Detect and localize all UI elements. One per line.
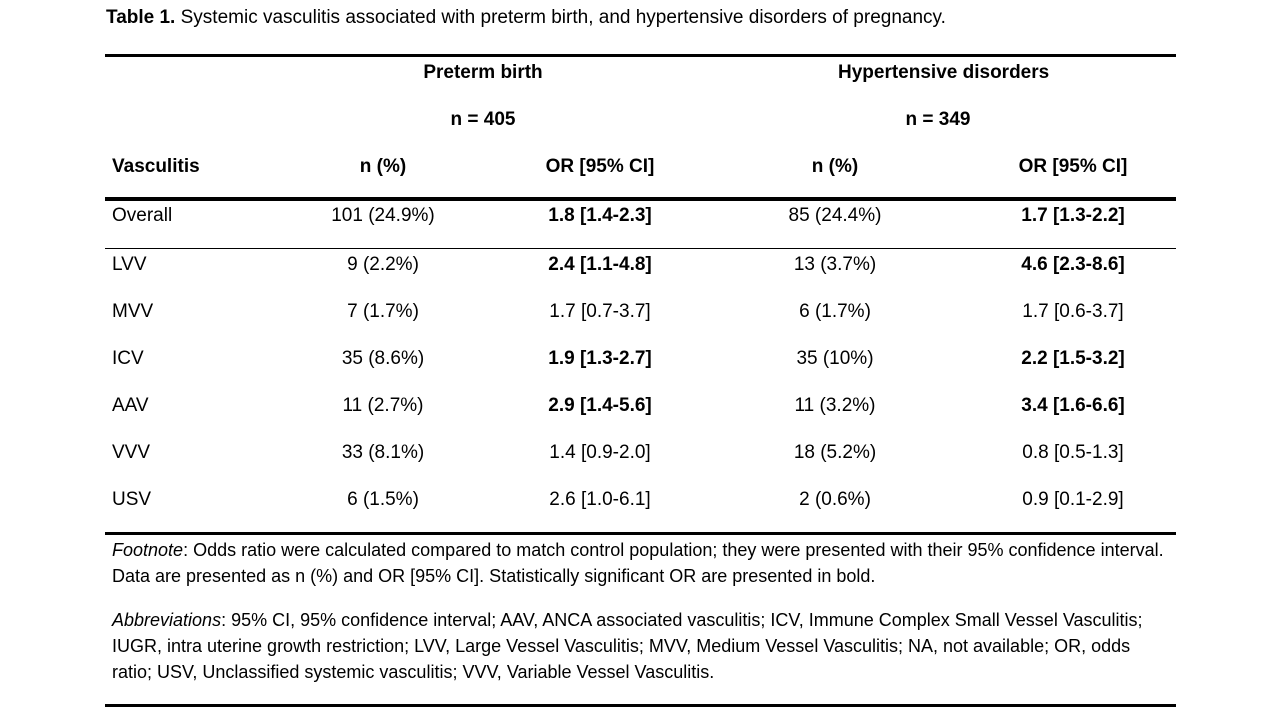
cell-preterm-or: 2.4 [1.1-4.8] [548,254,652,275]
cell-preterm-or: 1.7 [0.7-3.7] [549,301,651,322]
cell-hypertensive-n: 18 (5.2%) [793,442,877,463]
cell-hypertensive-n: 11 (3.2%) [794,395,876,416]
cell-vasculitis: MVV [112,301,154,322]
cell-preterm-n: 11 (2.7%) [342,395,424,416]
cell-preterm-n: 35 (8.6%) [341,348,425,369]
caption-text: Systemic vasculitis associated with pret… [175,7,946,28]
column-header-vasculitis: Vasculitis [112,156,200,177]
column-header-or-hypertensive: OR [95% CI] [1018,156,1128,177]
table-caption: Table 1. Systemic vasculitis associated … [106,6,946,30]
cell-hypertensive-or: 1.7 [1.3-2.2] [1021,205,1125,226]
cell-hypertensive-or: 0.8 [0.5-1.3] [1022,442,1124,463]
group-n-hypertensive: n = 349 [905,109,971,130]
cell-preterm-or: 1.4 [0.9-2.0] [549,442,651,463]
abbreviations: Abbreviations: 95% CI, 95% confidence in… [112,607,1172,685]
cell-hypertensive-or: 3.4 [1.6-6.6] [1021,395,1125,416]
cell-vasculitis: LVV [112,254,147,275]
cell-preterm-or: 2.6 [1.0-6.1] [549,489,651,510]
cell-preterm-or: 1.8 [1.4-2.3] [548,205,652,226]
cell-hypertensive-or: 0.9 [0.1-2.9] [1022,489,1124,510]
cell-vasculitis: USV [112,489,152,510]
body-bottom-rule [105,532,1176,535]
cell-preterm-n: 6 (1.5%) [347,489,419,510]
cell-vasculitis: Overall [112,205,173,226]
cell-preterm-n: 9 (2.2%) [347,254,419,275]
cell-preterm-or: 1.9 [1.3-2.7] [548,348,652,369]
cell-preterm-n: 33 (8.1%) [341,442,425,463]
bottom-rule [105,704,1176,707]
cell-preterm-or: 2.9 [1.4-5.6] [548,395,652,416]
header-rule [105,197,1176,201]
cell-hypertensive-n: 13 (3.7%) [793,254,877,275]
footnote: Footnote: Odds ratio were calculated com… [112,537,1172,589]
cell-preterm-n: 101 (24.9%) [331,205,435,226]
cell-hypertensive-or: 2.2 [1.5-3.2] [1021,348,1125,369]
group-header-preterm: Preterm birth [423,62,543,83]
group-header-hypertensive: Hypertensive disorders [838,62,1050,83]
overall-divider [105,248,1176,249]
cell-hypertensive-n: 35 (10%) [796,348,874,369]
abbreviations-text: : 95% CI, 95% confidence interval; AAV, … [112,610,1143,682]
column-header-n-hypertensive: n (%) [811,156,859,177]
cell-preterm-n: 7 (1.7%) [347,301,419,322]
cell-hypertensive-n: 2 (0.6%) [799,489,871,510]
abbreviations-label: Abbreviations [112,610,222,630]
footnote-label: Footnote [112,540,184,560]
cell-hypertensive-or: 4.6 [2.3-8.6] [1021,254,1125,275]
cell-vasculitis: AAV [112,395,149,416]
group-n-preterm: n = 405 [450,109,516,130]
cell-hypertensive-n: 85 (24.4%) [788,205,882,226]
cell-vasculitis: ICV [112,348,144,369]
top-rule [105,54,1176,57]
footnote-text: : Odds ratio were calculated compared to… [112,540,1164,586]
caption-label: Table 1. [106,7,176,28]
cell-hypertensive-n: 6 (1.7%) [799,301,871,322]
cell-hypertensive-or: 1.7 [0.6-3.7] [1022,301,1124,322]
cell-vasculitis: VVV [112,442,151,463]
column-header-n-preterm: n (%) [359,156,407,177]
column-header-or-preterm: OR [95% CI] [545,156,655,177]
